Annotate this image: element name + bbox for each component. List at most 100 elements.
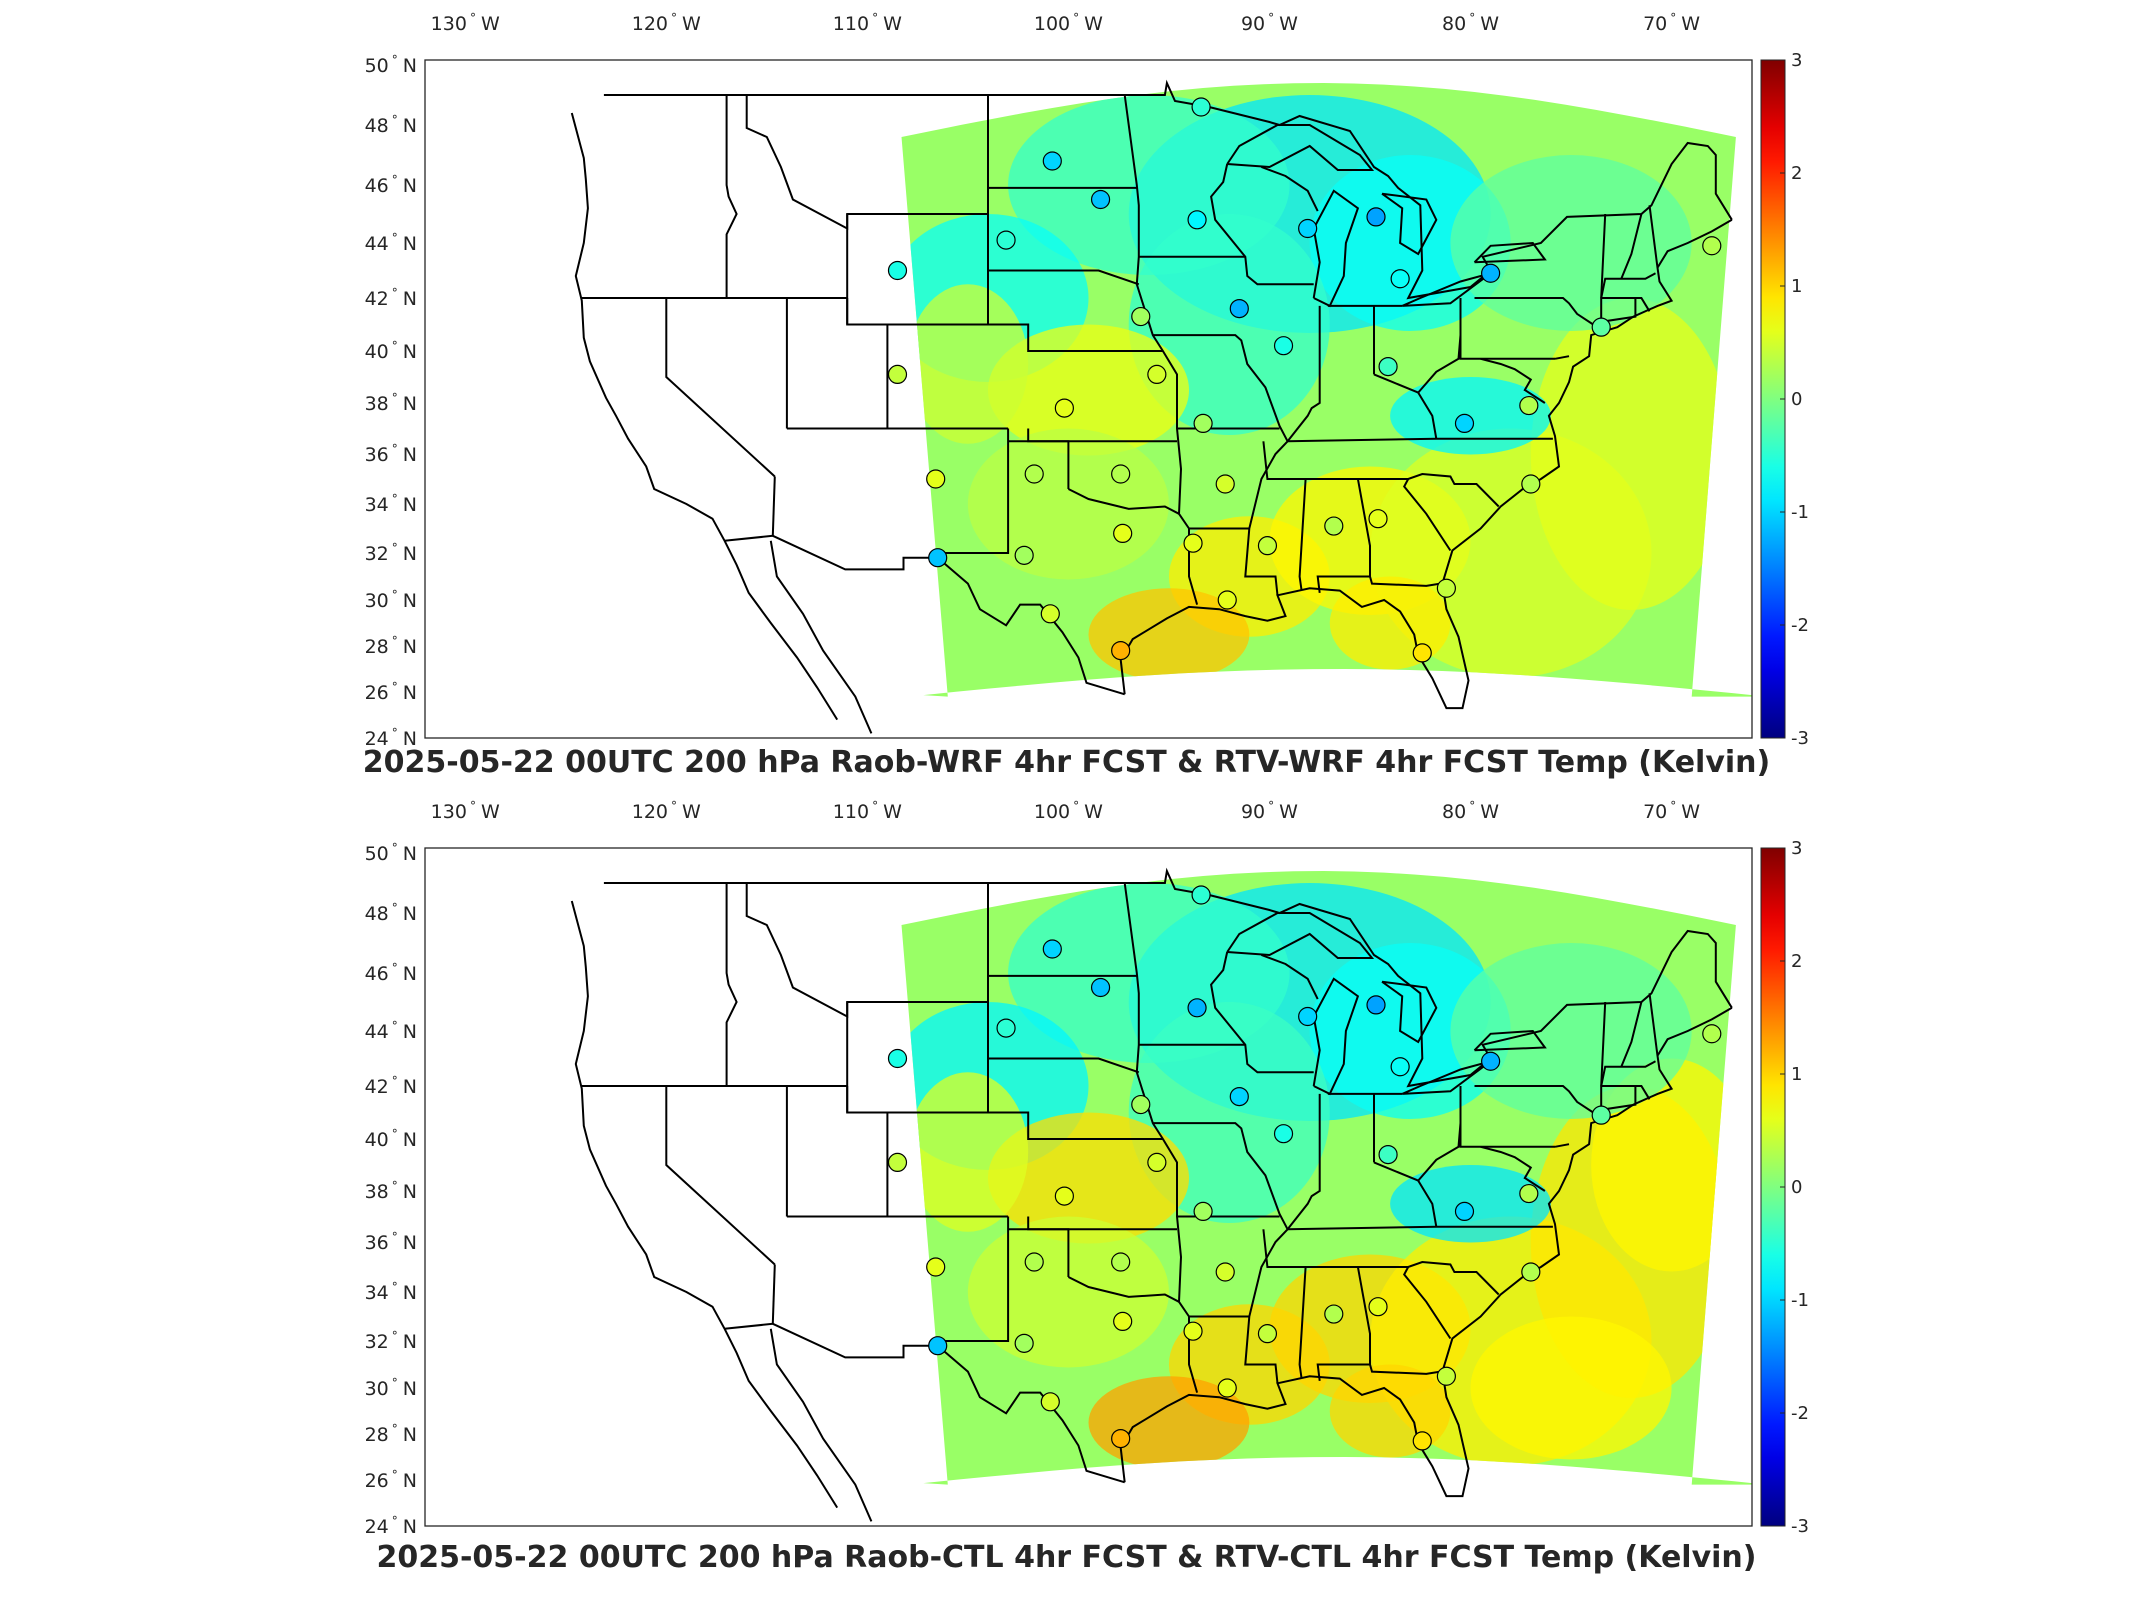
raob-station-marker	[1090, 977, 1111, 998]
raob-station-marker	[1111, 1428, 1131, 1449]
lon-tick-label: 100 ° W	[1034, 799, 1103, 823]
raob-station-marker	[1702, 1024, 1722, 1044]
raob-station-marker	[1147, 364, 1167, 384]
lon-tick-label: 70 ° W	[1643, 799, 1700, 823]
raob-station-marker	[1054, 1186, 1074, 1206]
colorbar-tick-label: -2	[1791, 1403, 1809, 1424]
raob-station-marker	[1183, 533, 1203, 553]
raob-station-marker	[1273, 1124, 1294, 1144]
raob-station-marker	[1191, 97, 1211, 117]
raob-station-marker	[1187, 998, 1207, 1018]
raob-station-marker	[1454, 1201, 1475, 1221]
lat-tick-label: 30 ° N	[365, 1376, 417, 1400]
raob-station-marker	[928, 548, 948, 568]
raob-station-marker	[928, 1336, 948, 1356]
map-plot-2: 130 ° W 120 ° W 110 ° W 100 ° W 90 ° W 80 ° W 70 ° W 50 ° N 48 ° N…	[365, 799, 1809, 1538]
lat-tick-label: 48 ° N	[365, 901, 417, 925]
raob-station-marker	[1591, 317, 1611, 337]
colorbar-tick-label: 1	[1791, 276, 1802, 297]
raob-station-marker	[1519, 395, 1539, 416]
colorbar-tick-label: -3	[1791, 1516, 1809, 1537]
colorbar-tick-label: 2	[1791, 163, 1802, 184]
raob-station-marker	[1215, 474, 1235, 494]
lon-tick-label: 90 ° W	[1241, 11, 1298, 35]
lat-tick-label: 36 ° N	[365, 442, 417, 466]
colorbar-tick-label: -1	[1791, 1290, 1809, 1311]
raob-station-marker	[1131, 1094, 1151, 1115]
raob-station-marker	[996, 1018, 1016, 1038]
raob-station-marker	[887, 364, 908, 384]
colorbar-tick-label: -1	[1791, 502, 1809, 523]
raob-station-marker	[1591, 1105, 1611, 1125]
lon-tick-label: 110 ° W	[833, 11, 902, 35]
lat-tick-label: 40 ° N	[365, 1127, 417, 1151]
raob-station-marker	[1040, 604, 1060, 624]
raob-station-marker	[1215, 1262, 1235, 1282]
lat-tick-label: 38 ° N	[365, 1179, 417, 1203]
raob-station-marker	[1702, 236, 1722, 256]
lon-tick-label: 130 ° W	[431, 799, 500, 823]
colorbar-tick-label: -2	[1791, 615, 1809, 636]
colorbar-tick-label: 1	[1791, 1064, 1802, 1085]
lat-tick-label: 32 ° N	[365, 541, 417, 565]
lat-tick-label: 34 ° N	[365, 1280, 417, 1304]
lat-tick-label: 28 ° N	[365, 1422, 417, 1446]
raob-station-marker	[887, 1152, 908, 1172]
lat-tick-label: 46 ° N	[365, 961, 417, 985]
raob-station-marker	[1366, 995, 1386, 1015]
lat-tick-label: 42 ° N	[365, 286, 417, 310]
lat-tick-label: 26 ° N	[365, 680, 417, 704]
map-panel-1: 130 ° W 120 ° W 110 ° W 100 ° W 90 ° W 80 ° W 70 ° W 50 ° N 48 ° N…	[362, 11, 1809, 780]
raob-station-marker	[926, 1257, 946, 1277]
raob-station-marker	[1111, 1252, 1131, 1272]
raob-station-marker	[1024, 464, 1044, 484]
map-content: 130 ° W 120 ° W 110 ° W 100 ° W 90 ° W 80 ° W 70 ° W 50 ° N 48 ° N…	[365, 799, 1809, 1538]
map-panel-2: 130 ° W 120 ° W 110 ° W 100 ° W 90 ° W 80 ° W 70 ° W 50 ° N 48 ° N…	[0, 788, 2133, 1588]
raob-stations	[887, 885, 1722, 1451]
lat-tick-label: 24 ° N	[365, 1514, 417, 1538]
lat-tick-label: 40 ° N	[365, 339, 417, 363]
lat-tick-label: 50 ° N	[365, 53, 417, 77]
colorbar-tick-label: -3	[1791, 728, 1809, 749]
raob-station-marker	[1113, 523, 1133, 544]
panel-title-1: 2025-05-22 00UTC 200 hPa Raob-WRF 4hr FC…	[362, 745, 1771, 780]
raob-station-marker	[1390, 1057, 1410, 1077]
raob-station-marker	[1147, 1152, 1167, 1172]
raob-station-marker	[1229, 1087, 1249, 1107]
lon-tick-label: 80 ° W	[1442, 11, 1499, 35]
lat-tick-label: 36 ° N	[365, 1230, 417, 1254]
lat-tick-label: 34 ° N	[365, 492, 417, 516]
lat-tick-label: 32 ° N	[365, 1329, 417, 1353]
lon-tick-label: 90 ° W	[1241, 799, 1298, 823]
raob-station-marker	[1519, 1183, 1539, 1204]
raob-station-marker	[1024, 1252, 1044, 1272]
lon-tick-label: 80 ° W	[1442, 799, 1499, 823]
raob-station-marker	[1378, 1145, 1398, 1165]
raob-station-marker	[1111, 640, 1131, 661]
lat-tick-label: 24 ° N	[365, 726, 417, 750]
raob-station-marker	[1368, 509, 1388, 529]
raob-station-marker	[1217, 1378, 1237, 1398]
raob-station-marker	[1193, 413, 1213, 433]
lat-tick-label: 48 ° N	[365, 113, 417, 137]
raob-station-marker	[1298, 1006, 1318, 1027]
lon-tick-label: 120 ° W	[632, 11, 701, 35]
raob-station-marker	[1481, 1051, 1501, 1071]
raob-station-marker	[1378, 357, 1398, 377]
raob-station-marker	[1217, 590, 1237, 610]
raob-station-marker	[1273, 336, 1294, 356]
temperature-difference-field	[901, 871, 1753, 1485]
raob-station-marker	[1113, 1311, 1133, 1332]
raob-station-marker	[1368, 1297, 1388, 1317]
raob-station-marker	[1436, 578, 1456, 598]
raob-station-marker	[1257, 1324, 1278, 1344]
raob-station-marker	[1229, 299, 1249, 319]
raob-station-marker	[996, 230, 1016, 250]
raob-station-marker	[1298, 218, 1318, 239]
lon-tick-label: 130 ° W	[431, 11, 500, 35]
raob-station-marker	[887, 260, 908, 281]
lat-tick-label: 30 ° N	[365, 588, 417, 612]
colorbar-tick-label: 0	[1791, 1177, 1802, 1198]
lat-tick-label: 38 ° N	[365, 391, 417, 415]
raob-station-marker	[1054, 398, 1074, 418]
